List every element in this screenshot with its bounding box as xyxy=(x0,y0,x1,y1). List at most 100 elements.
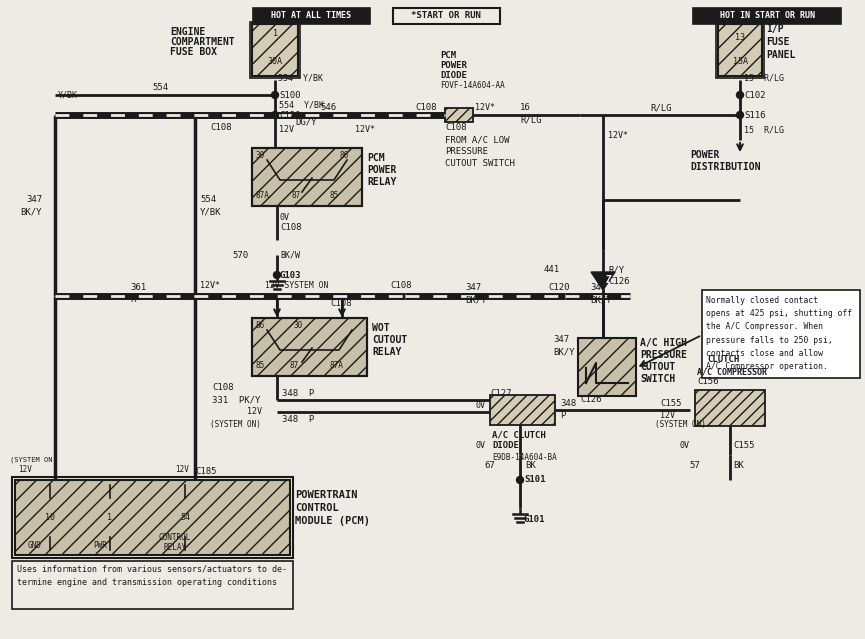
Text: C127: C127 xyxy=(490,389,511,397)
Text: CONTROL: CONTROL xyxy=(295,503,339,513)
Text: 347: 347 xyxy=(26,196,42,204)
Text: S101: S101 xyxy=(524,475,546,484)
Text: C108: C108 xyxy=(210,123,232,132)
Text: C108: C108 xyxy=(390,281,412,289)
Text: C155: C155 xyxy=(660,399,682,408)
Bar xyxy=(253,8,370,24)
Text: DISTRIBUTION: DISTRIBUTION xyxy=(690,162,760,172)
Circle shape xyxy=(736,91,744,98)
Text: 30: 30 xyxy=(294,321,304,330)
Text: C126: C126 xyxy=(608,277,630,286)
Text: C108: C108 xyxy=(280,224,302,233)
Bar xyxy=(252,318,367,376)
Text: C108: C108 xyxy=(415,104,437,112)
Text: 12V*: 12V* xyxy=(200,281,220,289)
Text: C126: C126 xyxy=(580,396,601,404)
Text: POWER: POWER xyxy=(690,150,720,160)
Text: 0V: 0V xyxy=(475,440,485,449)
Text: A/C HIGH: A/C HIGH xyxy=(640,338,687,348)
Text: 554: 554 xyxy=(200,196,216,204)
Circle shape xyxy=(272,91,279,98)
Text: C185: C185 xyxy=(195,468,216,477)
Text: BK: BK xyxy=(733,461,744,470)
Bar xyxy=(15,480,290,555)
Text: 348  P: 348 P xyxy=(282,389,314,397)
Text: CUTOUT: CUTOUT xyxy=(372,335,407,345)
Text: 361: 361 xyxy=(130,284,146,293)
Text: CUTOUT SWITCH: CUTOUT SWITCH xyxy=(445,160,515,169)
Text: 347: 347 xyxy=(590,284,606,293)
Bar xyxy=(252,148,362,206)
Text: *START OR RUN: *START OR RUN xyxy=(411,12,481,20)
Text: 12V*: 12V* xyxy=(355,125,375,134)
Text: COMPARTMENT: COMPARTMENT xyxy=(170,37,234,47)
Text: POWER: POWER xyxy=(367,165,396,175)
Text: 86: 86 xyxy=(255,321,264,330)
Text: S100: S100 xyxy=(279,91,300,100)
Text: R: R xyxy=(130,295,136,305)
Text: 13: 13 xyxy=(735,33,745,43)
Text: PWR: PWR xyxy=(93,541,107,550)
Text: PRESSURE: PRESSURE xyxy=(640,350,687,360)
Text: 30A: 30A xyxy=(267,58,283,66)
Text: 15A: 15A xyxy=(733,58,747,66)
Text: 12V: 12V xyxy=(660,410,675,419)
Text: RELAY: RELAY xyxy=(372,347,401,357)
Text: 10: 10 xyxy=(45,512,55,521)
Text: 12V: 12V xyxy=(247,408,262,417)
Text: 347: 347 xyxy=(553,335,569,344)
Text: 15  R/LG: 15 R/LG xyxy=(744,125,784,134)
Text: CONTROL: CONTROL xyxy=(159,532,191,541)
Text: DG/Y: DG/Y xyxy=(295,118,317,127)
Text: Uses information from various sensors/actuators to de-
termine engine and transm: Uses information from various sensors/ac… xyxy=(17,565,287,587)
Text: 0V: 0V xyxy=(280,213,290,222)
Text: C120: C120 xyxy=(548,284,569,293)
Text: 12V SYSTEM ON: 12V SYSTEM ON xyxy=(265,281,329,289)
Circle shape xyxy=(273,272,280,279)
Bar xyxy=(702,290,860,378)
Text: 331  PK/Y: 331 PK/Y xyxy=(212,396,260,404)
Text: 87A: 87A xyxy=(330,362,344,371)
Bar xyxy=(445,108,473,122)
Text: 1: 1 xyxy=(107,512,112,521)
Text: PCM: PCM xyxy=(367,153,385,163)
Text: BK/Y: BK/Y xyxy=(465,295,486,305)
Text: Y/BK: Y/BK xyxy=(200,208,221,217)
Text: R/LG: R/LG xyxy=(520,116,541,125)
Text: C108: C108 xyxy=(212,383,234,392)
Text: A/C CLUTCH: A/C CLUTCH xyxy=(492,431,546,440)
Text: 554: 554 xyxy=(152,84,168,93)
Text: Normally closed contact
opens at 425 psi, shutting off
the A/C Compressor. When
: Normally closed contact opens at 425 psi… xyxy=(706,296,852,371)
Polygon shape xyxy=(591,272,615,290)
Text: I/P: I/P xyxy=(766,24,784,34)
Text: PCM: PCM xyxy=(440,50,456,59)
Text: 554  Y/BK: 554 Y/BK xyxy=(278,73,323,82)
Text: 85: 85 xyxy=(330,192,339,201)
Text: 67: 67 xyxy=(484,461,495,470)
Text: 546: 546 xyxy=(320,104,336,112)
Circle shape xyxy=(272,111,279,118)
Text: A/C COMPRESSOR: A/C COMPRESSOR xyxy=(697,367,767,376)
Text: 30: 30 xyxy=(255,151,264,160)
Text: 16: 16 xyxy=(520,104,531,112)
Text: 12V: 12V xyxy=(175,465,189,475)
Bar xyxy=(12,477,293,558)
Text: FOVF-14A604-AA: FOVF-14A604-AA xyxy=(440,81,505,89)
Text: FUSE: FUSE xyxy=(766,37,790,47)
Text: E9DB-14A604-BA: E9DB-14A604-BA xyxy=(492,452,557,461)
Text: 12V: 12V xyxy=(18,465,32,475)
Text: 86: 86 xyxy=(340,151,349,160)
Text: FUSE BOX: FUSE BOX xyxy=(170,47,217,57)
Text: 1: 1 xyxy=(272,29,278,38)
Bar xyxy=(490,395,555,425)
Circle shape xyxy=(736,111,744,118)
Text: PANEL: PANEL xyxy=(766,50,796,60)
Text: WOT: WOT xyxy=(372,323,389,333)
Bar xyxy=(252,148,362,206)
Text: 12V*: 12V* xyxy=(608,130,628,139)
Text: CLUTCH: CLUTCH xyxy=(707,355,740,364)
Text: BK/Y: BK/Y xyxy=(553,348,574,357)
Text: POWER: POWER xyxy=(440,61,467,70)
Text: ENGINE: ENGINE xyxy=(170,27,205,37)
Bar xyxy=(695,390,765,426)
